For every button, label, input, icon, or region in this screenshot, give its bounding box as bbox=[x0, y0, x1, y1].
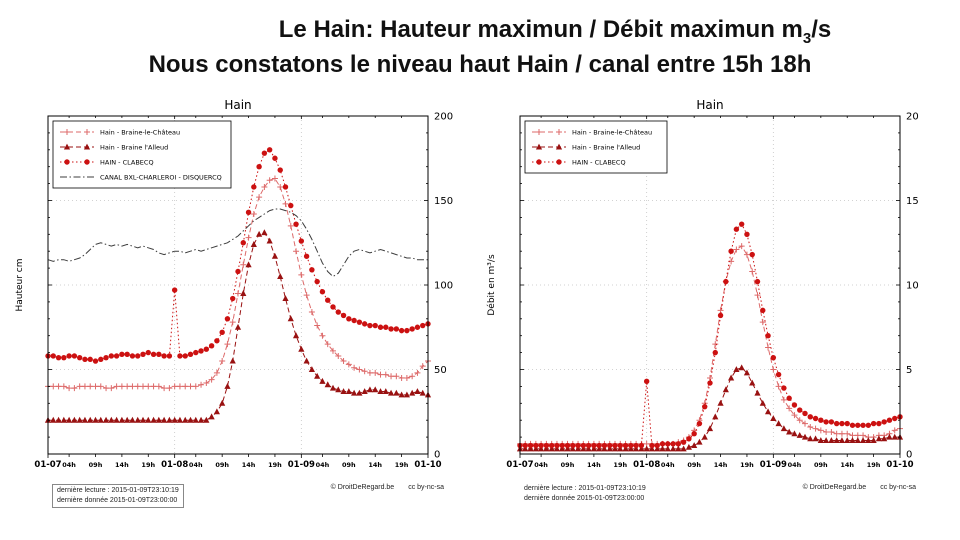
chart-title: Hain bbox=[696, 98, 723, 112]
page-title-suffix: /s bbox=[811, 16, 832, 43]
x-tick-label: 19h bbox=[141, 461, 155, 469]
hauteur-chart: 0 50 100 150 200 01-07 04h 09h 14h 19h 01-08 04h 09h… bbox=[12, 96, 474, 508]
footer-credits: © DroitDeRegard.be cc by-nc-sa bbox=[317, 484, 444, 491]
x-tick-label: 01-07 bbox=[34, 460, 61, 470]
x-tick-label: 14h bbox=[368, 461, 382, 469]
x-tick-label: 04h bbox=[788, 461, 802, 469]
series-clabecq bbox=[45, 147, 431, 365]
x-tick-label: 14h bbox=[115, 461, 129, 469]
y-tick-label: 20 bbox=[906, 112, 919, 123]
x-tick-label: 19h bbox=[613, 461, 627, 469]
x-tick-label: 01-10 bbox=[414, 460, 441, 470]
legend: Hain - Braine-le-Château Hain - Braine l'… bbox=[52, 120, 232, 189]
y-tick-label: 100 bbox=[434, 281, 453, 292]
x-tick-label: 04h bbox=[661, 461, 675, 469]
license-text: cc by-nc-sa bbox=[880, 484, 916, 492]
y-tick-label: 0 bbox=[906, 450, 912, 461]
series-canal bbox=[47, 208, 428, 278]
y-axis-label: Débit en m³/s bbox=[486, 254, 497, 316]
x-tick-label: 04h bbox=[189, 461, 203, 469]
y-tick-label: 10 bbox=[906, 281, 919, 292]
license-text: cc by-nc-sa bbox=[408, 484, 444, 492]
legend-box bbox=[52, 120, 232, 189]
x-tick-label: 04h bbox=[316, 461, 330, 469]
copyright-text: © DroitDeRegard.be bbox=[330, 484, 395, 492]
legend-label: Hain - Braine l'Alleud bbox=[100, 144, 168, 152]
x-tick-label: 09h bbox=[561, 461, 575, 469]
x-tick-label: 04h bbox=[534, 461, 548, 469]
hauteur-chart-footer: dernière lecture : 2015-01-09T23:10:19 d… bbox=[12, 484, 474, 508]
footer-readings: dernière lecture : 2015-01-09T23:10:19 d… bbox=[524, 484, 646, 504]
page-title-sub: 3 bbox=[802, 29, 812, 47]
series-braine-alleud bbox=[516, 364, 904, 452]
x-tick-label: 01-07 bbox=[506, 460, 533, 470]
series-line bbox=[47, 208, 428, 278]
page-header: Le Hain: Hauteur maximun / Débit maximun… bbox=[0, 0, 960, 80]
x-tick-label: 01-08 bbox=[161, 460, 188, 470]
last-read-text: dernière lecture : 2015-01-09T23:10:19 bbox=[57, 487, 179, 495]
legend-label: Hain - Braine l'Alleud bbox=[572, 144, 640, 152]
x-tick-label: 14h bbox=[840, 461, 854, 469]
y-tick-label: 5 bbox=[906, 365, 912, 376]
legend-label: HAIN - CLABECQ bbox=[572, 159, 626, 167]
series-braine-alleud bbox=[44, 229, 432, 423]
y-tick-label: 200 bbox=[434, 112, 453, 123]
y-tick-label: 15 bbox=[906, 196, 919, 207]
x-tick-label: 09h bbox=[342, 461, 356, 469]
x-tick-label: 19h bbox=[740, 461, 754, 469]
series-clabecq bbox=[517, 221, 903, 449]
x-tick-label: 09h bbox=[215, 461, 229, 469]
debit-chart-footer: dernière lecture : 2015-01-09T23:10:19 d… bbox=[484, 484, 946, 504]
x-tick-label: 14h bbox=[587, 461, 601, 469]
x-tick-label: 01-08 bbox=[633, 460, 660, 470]
last-read-text: dernière lecture : 2015-01-09T23:10:19 bbox=[524, 485, 646, 493]
y-tick-label: 50 bbox=[434, 365, 447, 376]
debit-chart-plot: 0 5 10 15 20 01-07 04h 09h 14h 19h 01-08 04h 09h 14h 1… bbox=[484, 96, 946, 488]
x-tick-label: 19h bbox=[867, 461, 881, 469]
legend-label: Hain - Braine-le-Château bbox=[100, 129, 180, 137]
x-tick-label: 01-10 bbox=[886, 460, 913, 470]
x-tick-label: 01-09 bbox=[288, 460, 315, 470]
x-tick-label: 14h bbox=[242, 461, 256, 469]
x-tick-label: 04h bbox=[62, 461, 76, 469]
y-tick-label: 0 bbox=[434, 450, 440, 461]
y-tick-label: 150 bbox=[434, 196, 453, 207]
x-tick-label: 19h bbox=[395, 461, 409, 469]
last-data-text: dernière donnée 2015-01-09T23:00:00 bbox=[524, 495, 645, 503]
copyright-text: © DroitDeRegard.be bbox=[802, 484, 867, 492]
legend-label: CANAL BXL-CHARLEROI - DISQUERCQ bbox=[100, 174, 222, 182]
x-tick-label: 09h bbox=[89, 461, 103, 469]
hauteur-chart-plot: 0 50 100 150 200 01-07 04h 09h 14h 19h 01-08 04h 09h… bbox=[12, 96, 474, 488]
legend-label: HAIN - CLABECQ bbox=[100, 159, 154, 167]
x-tick-label: 01-09 bbox=[760, 460, 787, 470]
x-tick-label: 09h bbox=[814, 461, 828, 469]
page-subtitle: Nous constatons le niveau haut Hain / ca… bbox=[148, 50, 812, 78]
page-title: Le Hain: Hauteur maximun / Débit maximun… bbox=[0, 14, 960, 49]
page-title-text: Le Hain: Hauteur maximun / Débit maximun… bbox=[278, 16, 803, 43]
x-tick-label: 19h bbox=[268, 461, 282, 469]
legend-label: Hain - Braine-le-Château bbox=[572, 129, 652, 137]
series-braine-le-chateau bbox=[45, 175, 431, 392]
last-data-text: dernière donnée 2015-01-09T23:00:00 bbox=[57, 497, 178, 505]
y-axis-label: Hauteur cm bbox=[15, 259, 25, 312]
charts-row: 0 50 100 150 200 01-07 04h 09h 14h 19h 01-08 04h 09h… bbox=[0, 80, 960, 508]
legend: Hain - Braine-le-Château Hain - Braine l'… bbox=[524, 120, 668, 174]
footer-credits: © DroitDeRegard.be cc by-nc-sa bbox=[789, 484, 916, 491]
x-tick-label: 09h bbox=[687, 461, 701, 469]
chart-title: Hain bbox=[224, 98, 251, 112]
footer-readings: dernière lecture : 2015-01-09T23:10:19 d… bbox=[52, 484, 184, 508]
debit-chart: 0 5 10 15 20 01-07 04h 09h 14h 19h 01-08 04h 09h 14h 1… bbox=[484, 96, 946, 508]
x-tick-label: 14h bbox=[714, 461, 728, 469]
